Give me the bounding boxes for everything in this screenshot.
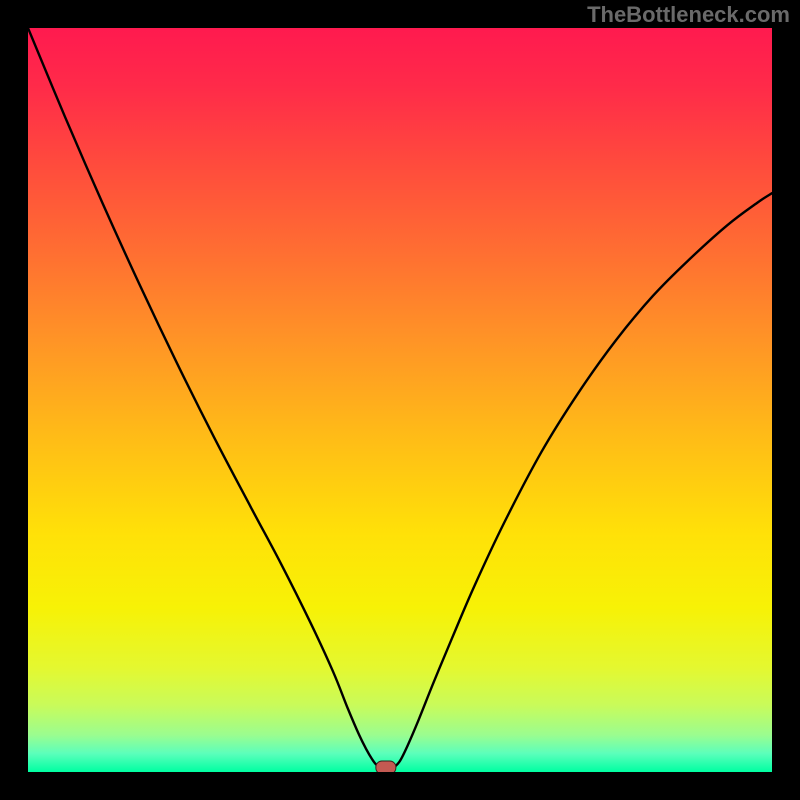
minimum-marker <box>376 761 396 772</box>
curve-right-branch <box>394 193 772 767</box>
chart-container: TheBottleneck.com <box>0 0 800 800</box>
plot-area <box>28 28 772 772</box>
curve-layer <box>28 28 772 772</box>
watermark-text: TheBottleneck.com <box>587 2 790 28</box>
curve-left-branch <box>28 28 381 768</box>
